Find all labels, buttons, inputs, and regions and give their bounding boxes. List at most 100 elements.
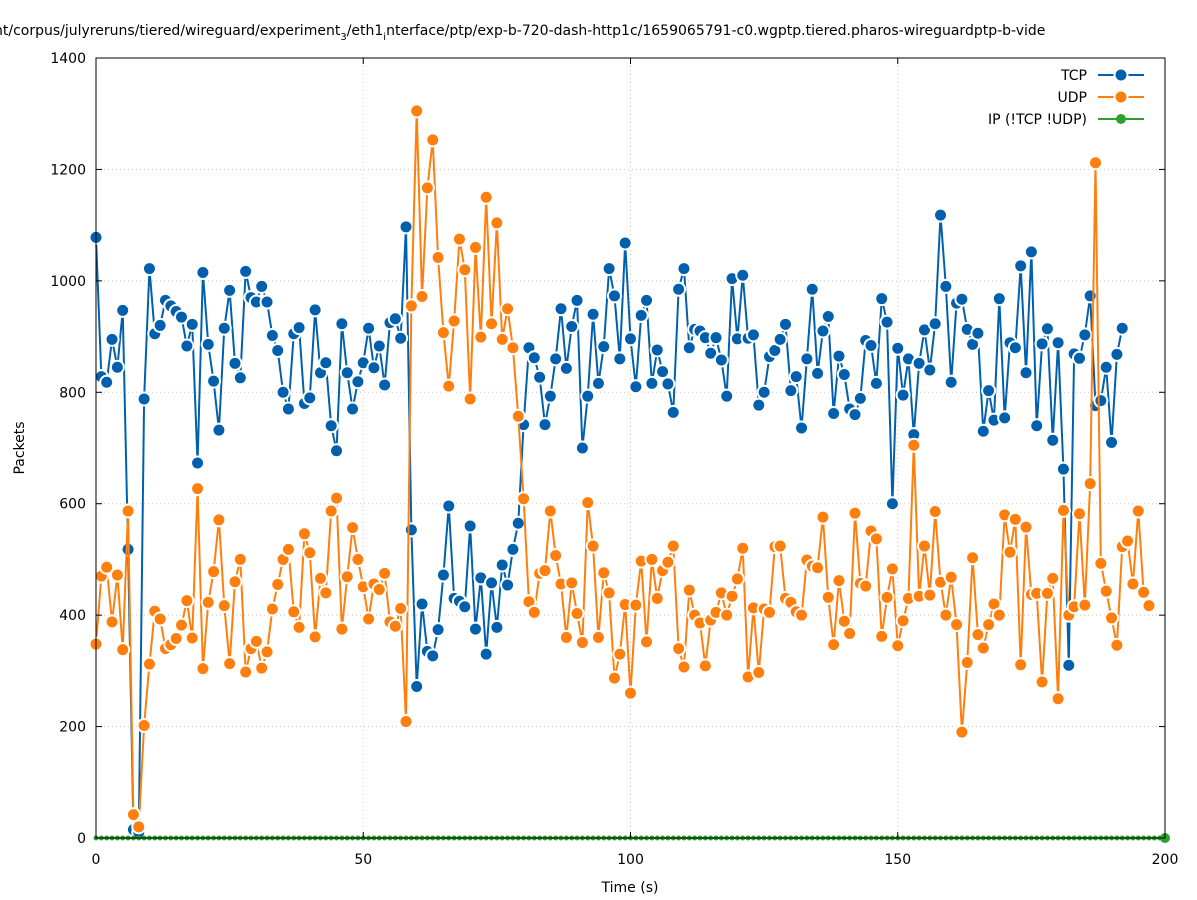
data-point (500, 301, 516, 317)
data-point (489, 215, 505, 231)
data-point (174, 309, 190, 325)
data-point (617, 235, 633, 251)
data-point (387, 618, 403, 634)
data-point (1034, 336, 1050, 352)
data-point (569, 292, 585, 308)
data-point (564, 319, 580, 335)
data-point (655, 364, 671, 380)
data-point (1082, 288, 1098, 304)
data-point (441, 498, 457, 514)
data-point (943, 374, 959, 390)
data-point (671, 641, 687, 657)
data-point (991, 291, 1007, 307)
data-point (719, 607, 735, 623)
data-point (1077, 327, 1093, 343)
data-point (457, 599, 473, 615)
y-tick-label: 1200 (50, 162, 86, 178)
data-point (109, 359, 125, 375)
data-point (526, 350, 542, 366)
y-tick-label: 600 (59, 497, 86, 513)
data-point (831, 348, 847, 364)
data-point (681, 582, 697, 598)
data-point (462, 518, 478, 534)
data-point (991, 607, 1007, 623)
data-point (200, 336, 216, 352)
data-point (430, 249, 446, 265)
data-point (446, 313, 462, 329)
data-point (778, 316, 794, 332)
data-point (329, 490, 345, 506)
data-point (874, 628, 890, 644)
data-point (724, 588, 740, 604)
data-point (612, 646, 628, 662)
data-point (751, 397, 767, 413)
data-point (291, 619, 307, 635)
data-point (542, 503, 558, 519)
data-point (1071, 350, 1087, 366)
data-point (884, 561, 900, 577)
data-point (467, 621, 483, 637)
data-point (580, 388, 596, 404)
data-point (462, 391, 478, 407)
data-point (1013, 657, 1029, 673)
data-point (933, 207, 949, 223)
data-point (109, 567, 125, 583)
x-tick-label: 150 (884, 852, 911, 868)
data-point (804, 281, 820, 297)
data-point (1098, 583, 1114, 599)
legend-label: UDP (1058, 90, 1087, 106)
data-point (895, 387, 911, 403)
data-point (975, 423, 991, 439)
data-point (826, 405, 842, 421)
data-point (125, 807, 141, 823)
data-point (1050, 691, 1066, 707)
data-point (254, 660, 270, 676)
data-point (227, 574, 243, 590)
data-point (323, 418, 339, 434)
data-point (339, 569, 355, 585)
legend-swatch-marker (1113, 67, 1129, 83)
data-point (216, 598, 232, 614)
legend: TCP UDP IP (!TCP !UDP) (988, 67, 1144, 128)
data-point (735, 540, 751, 556)
data-point (558, 360, 574, 376)
data-point (815, 509, 831, 525)
data-point (254, 278, 270, 294)
data-point (735, 267, 751, 283)
data-point (179, 593, 195, 609)
data-point (665, 404, 681, 420)
data-point (548, 351, 564, 367)
data-point (318, 355, 334, 371)
data-point (270, 343, 286, 358)
data-point (516, 491, 532, 507)
data-point (590, 629, 606, 645)
data-point (136, 391, 152, 407)
data-point (286, 604, 302, 620)
data-point (206, 373, 222, 389)
data-point (510, 515, 526, 531)
data-point (238, 263, 254, 279)
data-point (200, 594, 216, 610)
data-point (943, 569, 959, 585)
data-point (628, 597, 644, 613)
data-point (377, 565, 393, 581)
data-point (104, 331, 120, 347)
data-point (227, 355, 243, 371)
x-tick-label: 100 (617, 852, 644, 868)
series-udp (88, 103, 1157, 835)
data-point (451, 231, 467, 247)
data-point (820, 589, 836, 605)
data-point (441, 378, 457, 394)
data-point (1098, 359, 1114, 375)
data-point (435, 325, 451, 341)
data-point (398, 219, 414, 235)
data-point (794, 607, 810, 623)
data-point (505, 340, 521, 356)
data-point (949, 617, 965, 633)
data-point (810, 560, 826, 576)
data-point (922, 362, 938, 378)
data-point (152, 317, 168, 333)
data-point (1007, 340, 1023, 356)
data-point (639, 634, 655, 650)
